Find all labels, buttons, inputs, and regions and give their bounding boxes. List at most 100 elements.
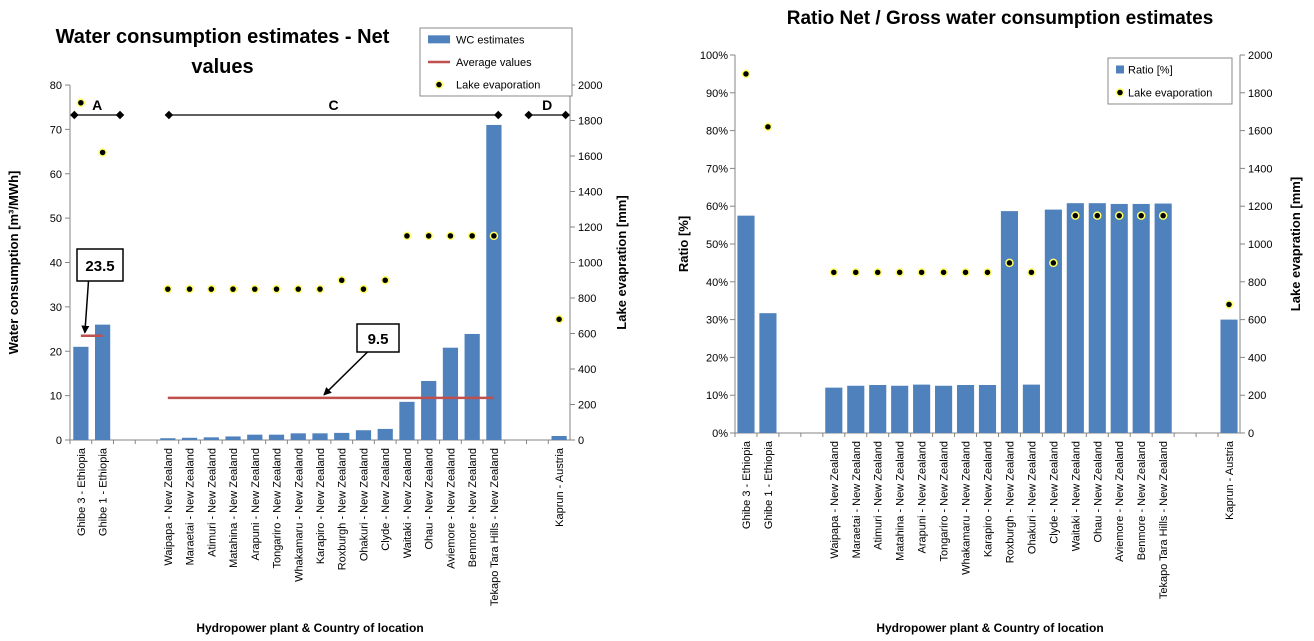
x-tick-label: Karapiro - New Zealand	[983, 441, 995, 557]
marker	[380, 276, 390, 285]
y2-tick-label: 600	[1248, 315, 1266, 327]
annotation-label: 23.5	[85, 258, 114, 275]
y-tick-label: 0	[56, 435, 62, 447]
y-tick-label: 50%	[706, 239, 728, 251]
y-tick-label: 100%	[700, 50, 728, 62]
bracket-end	[115, 110, 125, 120]
marker	[402, 231, 412, 241]
y-tick-label: 20	[50, 346, 62, 358]
y2-axis-label: Lake evapration [mm]	[614, 195, 629, 329]
marker	[961, 268, 970, 277]
legend-label: WC estimates	[456, 34, 525, 46]
bar	[913, 384, 931, 433]
x-tick-label: Ghibe 3 - Ethiopia	[741, 440, 753, 529]
group-label: A	[92, 97, 102, 113]
x-tick-label: Kaprun - Austria	[554, 447, 566, 527]
bar	[225, 436, 241, 440]
bar	[1154, 203, 1172, 433]
bar	[203, 437, 219, 440]
x-tick-label: Waipapa - New Zealand	[829, 441, 841, 559]
y2-tick-label: 200	[578, 400, 596, 412]
bar	[464, 333, 480, 440]
bar	[847, 385, 865, 433]
bar	[1066, 203, 1084, 433]
x-tick-label: Tongariro - New Zealand	[939, 441, 951, 561]
x-tick-label: Ghibe 1 - Ethiopia	[98, 447, 110, 536]
bar	[759, 313, 777, 433]
bar	[486, 124, 502, 440]
y2-tick-label: 1200	[578, 222, 602, 234]
x-tick-label: Roxburgh - New Zealand	[1004, 441, 1016, 563]
marker	[76, 98, 86, 107]
annotation-arrow	[81, 280, 90, 334]
bar	[956, 384, 975, 433]
bar	[95, 324, 111, 440]
bar	[421, 380, 437, 440]
x-tick-label: Clyde - New Zealand	[1048, 441, 1060, 544]
bar	[1000, 211, 1019, 433]
y2-tick-label: 800	[1248, 277, 1266, 289]
legend-swatch	[1116, 65, 1124, 74]
marker	[1093, 211, 1102, 220]
x-tick-label: Whakamaru - New Zealand	[293, 448, 305, 582]
bar	[551, 436, 567, 440]
x-tick-label: Kaprun - Austria	[1224, 440, 1236, 520]
marker	[250, 284, 260, 294]
y2-tick-label: 1000	[578, 258, 602, 270]
marker	[1224, 300, 1234, 309]
marker	[1071, 211, 1080, 220]
y2-tick-label: 200	[1248, 390, 1266, 402]
marker	[829, 268, 839, 277]
group-label: D	[542, 97, 552, 113]
legend-label: Ratio [%]	[1128, 65, 1173, 77]
bar	[160, 438, 176, 440]
y-tick-label: 10%	[706, 390, 728, 402]
bracket-end	[561, 110, 570, 120]
x-tick-label: Maraetai - New Zealand	[185, 448, 197, 565]
marker	[1027, 268, 1036, 277]
y2-tick-label: 1800	[578, 116, 602, 128]
annotation-box	[356, 323, 400, 353]
marker	[895, 268, 904, 277]
marker	[1136, 211, 1146, 220]
x-tick-label: Ohau - New Zealand	[424, 448, 436, 549]
y2-tick-label: 400	[1248, 352, 1266, 364]
y-tick-label: 70%	[706, 163, 728, 175]
marker	[1158, 211, 1168, 220]
y-tick-label: 40%	[706, 277, 728, 289]
legend-label: Lake evaporation	[456, 80, 540, 92]
x-tick-label: Aviemore - New Zealand	[1114, 441, 1126, 562]
y2-tick-label: 600	[578, 329, 596, 341]
marker	[983, 268, 992, 277]
marker	[1049, 258, 1058, 268]
x-axis-label: Hydropower plant & Country of location	[876, 621, 1103, 635]
marker	[337, 276, 346, 285]
bracket-end	[494, 110, 503, 120]
x-tick-label: Arapuni - New Zealand	[917, 441, 929, 554]
y-tick-label: 30	[50, 302, 62, 314]
x-tick-label: Tongariro - New Zealand	[272, 448, 284, 568]
x-axis-label: Hydropower plant & Country of location	[196, 621, 423, 635]
bracket-end	[164, 110, 174, 120]
y2-tick-label: 1200	[1248, 201, 1272, 213]
legend-label: Lake evaporation	[1128, 88, 1212, 100]
y2-tick-label: 1600	[1248, 126, 1272, 138]
x-tick-label: Benmore - New Zealand	[1136, 441, 1148, 560]
bar	[1132, 203, 1150, 433]
y-tick-label: 60	[50, 169, 62, 181]
marker	[741, 69, 751, 79]
x-tick-label: Atimuri - New Zealand	[206, 448, 218, 557]
x-tick-label: Matahina - New Zealand	[228, 448, 240, 568]
y-tick-label: 0%	[712, 428, 728, 440]
bar	[399, 401, 415, 440]
annotation-arrow	[323, 351, 369, 396]
marker	[489, 231, 499, 241]
bar	[1110, 203, 1128, 433]
legend-swatch	[1115, 88, 1125, 97]
y2-tick-label: 0	[1248, 428, 1254, 440]
x-tick-label: Ghibe 1 - Ethiopia	[763, 440, 775, 529]
y-tick-label: 80	[50, 80, 62, 92]
y2-tick-label: 1600	[578, 151, 602, 163]
x-tick-label: Benmore - New Zealand	[467, 448, 479, 567]
